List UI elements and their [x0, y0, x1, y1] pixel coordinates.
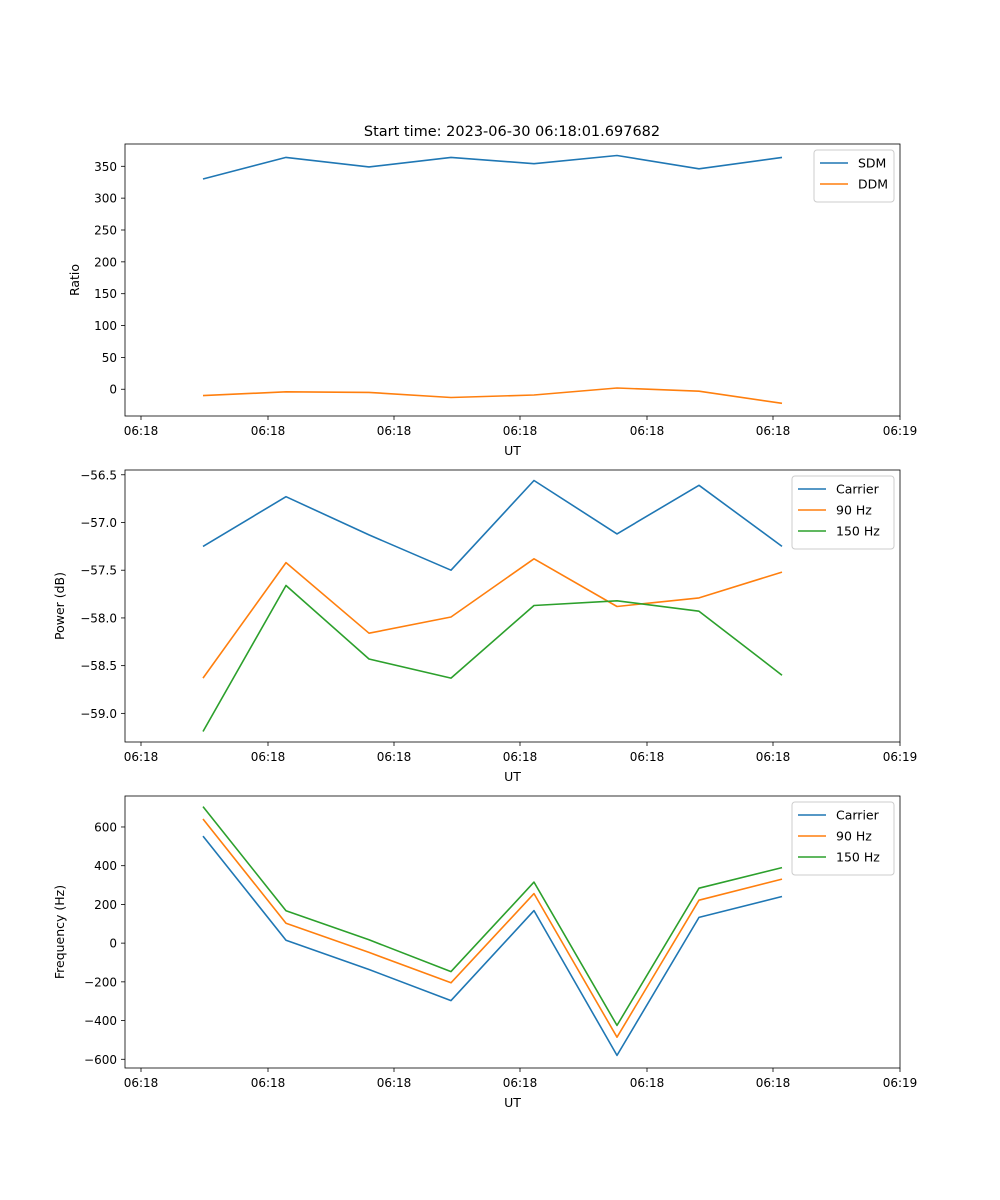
y-tick-label: 400 — [94, 859, 117, 873]
y-tick-label: −58.0 — [80, 611, 117, 625]
legend: SDM DDM — [813, 149, 895, 203]
series-line-90-hz — [202, 557, 783, 679]
axes-frame — [124, 469, 901, 743]
y-tick-label: −59.0 — [80, 707, 117, 721]
x-tick-label: 06:18 — [503, 750, 538, 764]
x-tick-label: 06:18 — [756, 1076, 791, 1090]
y-tick-label: −58.5 — [80, 659, 117, 673]
y-tick-label: 0 — [109, 937, 117, 951]
x-tick-label: 06:18 — [377, 1076, 412, 1090]
x-tick-label: 06:18 — [251, 750, 286, 764]
x-tick-label: 06:18 — [124, 750, 159, 764]
legend-entry: DDM — [858, 177, 888, 192]
x-tick-label: 06:19 — [883, 424, 918, 438]
y-tick-label: −600 — [84, 1053, 117, 1067]
x-tick-label: 06:18 — [377, 750, 412, 764]
y-tick-label: −200 — [84, 975, 117, 989]
y-tick-label: 0 — [109, 383, 117, 397]
legend-entry: Carrier — [836, 482, 880, 497]
x-tick-label: 06:19 — [883, 750, 918, 764]
y-tick-label: 150 — [94, 287, 117, 301]
subplot-frequency: 06:18 06:18 06:18 06:18 06:18 06:18 06:19 −600 −… — [52, 795, 918, 1110]
legend-entry: SDM — [858, 156, 886, 171]
figure-title: Start time: 2023-06-30 06:18:01.697682 — [364, 124, 660, 140]
y-axis-label: Frequency (Hz) — [52, 885, 67, 979]
x-tick-label: 06:18 — [124, 424, 159, 438]
series-line-150-hz — [202, 584, 783, 732]
legend-entry: 90 Hz — [836, 503, 872, 518]
y-tick-label: 300 — [94, 192, 117, 206]
series-line-sdm — [202, 154, 783, 180]
x-tick-label: 06:18 — [503, 424, 538, 438]
subplot-ratio: 06:18 06:18 06:18 06:18 06:18 06:18 06:19 0 50 10… — [67, 143, 918, 458]
legend-entry: 90 Hz — [836, 829, 872, 844]
legend-entry: 150 Hz — [836, 524, 880, 539]
x-axis-label: UT — [504, 443, 521, 458]
y-axis-label: Power (dB) — [52, 572, 67, 640]
x-tick-label: 06:18 — [756, 750, 791, 764]
x-tick-label: 06:18 — [377, 424, 412, 438]
x-tick-label: 06:18 — [630, 424, 665, 438]
x-tick-label: 06:18 — [630, 1076, 665, 1090]
x-tick-label: 06:18 — [251, 424, 286, 438]
axes-frame — [124, 143, 901, 417]
y-tick-label: −56.5 — [80, 468, 117, 482]
x-tick-label: 06:18 — [124, 1076, 159, 1090]
x-tick-label: 06:18 — [756, 424, 791, 438]
legend-entry: 150 Hz — [836, 850, 880, 865]
x-tick-label: 06:19 — [883, 1076, 918, 1090]
x-tick-label: 06:18 — [503, 1076, 538, 1090]
y-tick-label: 50 — [102, 351, 117, 365]
x-axis-label: UT — [504, 1095, 521, 1110]
legend-entry: Carrier — [836, 808, 880, 823]
axes-frame — [124, 795, 901, 1069]
y-tick-label: 250 — [94, 223, 117, 237]
legend: Carrier 90 Hz 150 Hz — [791, 801, 895, 876]
y-tick-label: 200 — [94, 898, 117, 912]
series-line-90-hz — [202, 818, 783, 1038]
x-axis-label: UT — [504, 769, 521, 784]
y-tick-label: −400 — [84, 1014, 117, 1028]
series-line-150-hz — [202, 806, 783, 1027]
y-tick-label: 100 — [94, 319, 117, 333]
y-tick-label: 600 — [94, 820, 117, 834]
series-line-carrier — [202, 835, 783, 1057]
x-tick-label: 06:18 — [630, 750, 665, 764]
x-tick-label: 06:18 — [251, 1076, 286, 1090]
legend: Carrier 90 Hz 150 Hz — [791, 475, 895, 550]
subplot-power: 06:18 06:18 06:18 06:18 06:18 06:18 06:19 −59.0… — [52, 468, 917, 784]
y-tick-label: −57.0 — [80, 516, 117, 530]
y-axis-label: Ratio — [67, 264, 82, 296]
y-tick-label: 200 — [94, 255, 117, 269]
series-line-carrier — [202, 479, 783, 572]
y-tick-label: −57.5 — [80, 564, 117, 578]
y-tick-label: 350 — [94, 160, 117, 174]
series-line-ddm — [202, 387, 783, 405]
